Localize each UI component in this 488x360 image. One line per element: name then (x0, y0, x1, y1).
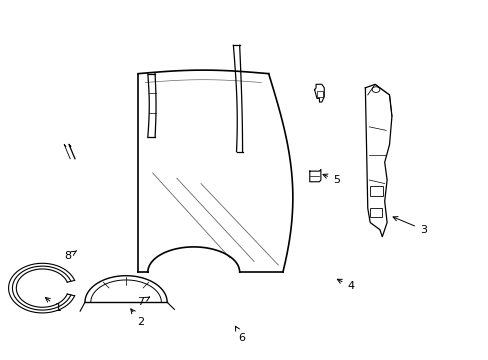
Text: 1: 1 (45, 298, 62, 312)
Bar (369, 186, 383, 196)
Text: 4: 4 (337, 279, 354, 291)
Text: 5: 5 (323, 174, 339, 185)
Text: 3: 3 (392, 217, 426, 235)
Text: 7: 7 (137, 297, 149, 307)
Text: 6: 6 (235, 326, 245, 343)
Text: 8: 8 (64, 251, 77, 261)
Bar (369, 208, 381, 217)
Text: 2: 2 (131, 309, 144, 327)
Bar (316, 91, 322, 97)
